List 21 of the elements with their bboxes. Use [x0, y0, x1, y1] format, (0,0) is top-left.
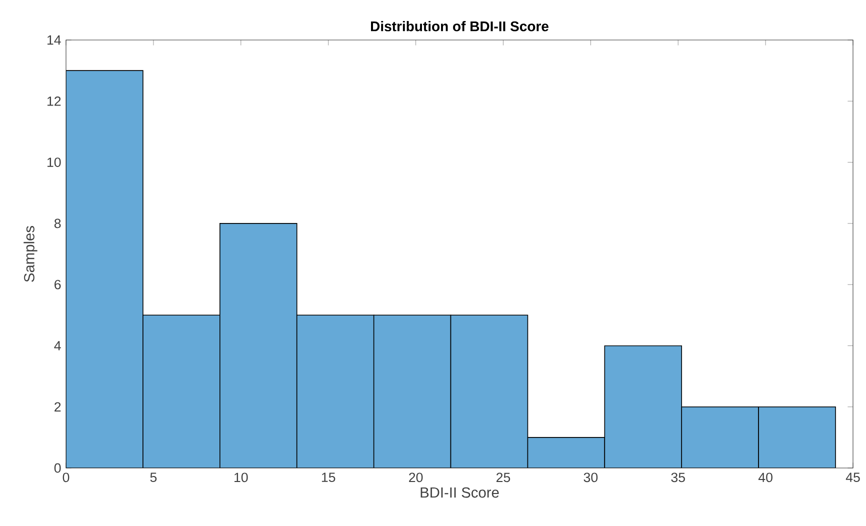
y-tick-label: 0 [54, 463, 61, 473]
y-axis-title: Samples [24, 226, 38, 282]
x-tick-label: 45 [846, 472, 860, 482]
y-tick-label: 10 [47, 158, 61, 168]
x-tick-label: 5 [150, 472, 157, 482]
x-axis-title: BDI-II Score [420, 487, 499, 498]
y-tick-label: 6 [54, 280, 61, 290]
x-tick-label: 15 [322, 472, 336, 482]
x-tick-label: 0 [62, 472, 70, 482]
x-tick-label: 25 [496, 472, 510, 482]
x-tick-label: 40 [758, 472, 772, 482]
chart-title: Distribution of BDI-II Score [371, 21, 548, 32]
y-tick-label: 8 [54, 218, 61, 228]
y-tick-label: 14 [47, 35, 61, 45]
x-tick-label: 35 [671, 472, 685, 482]
x-tick-label: 20 [409, 472, 423, 482]
x-tick-label: 10 [234, 472, 248, 482]
y-tick-label: 12 [47, 96, 61, 106]
y-tick-label: 4 [54, 341, 61, 350]
y-tick-label: 2 [54, 402, 61, 412]
x-tick-label: 30 [584, 472, 598, 482]
